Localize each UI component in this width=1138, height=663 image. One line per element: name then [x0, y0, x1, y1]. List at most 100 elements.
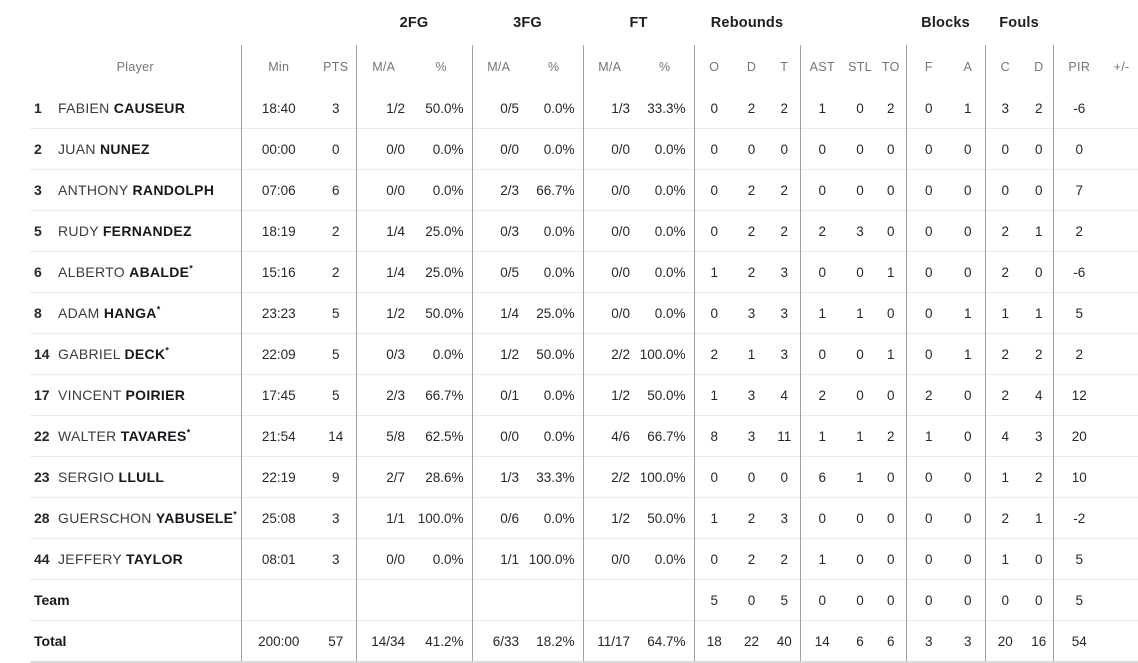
player-name[interactable]: FABIEN CAUSEUR	[56, 88, 241, 129]
stat-plus-minus	[1105, 457, 1138, 498]
stat-2fg-pct: 25.0%	[425, 264, 464, 280]
player-name[interactable]: VINCENT POIRIER	[56, 375, 241, 416]
stat-2fg-pct: 62.5%	[425, 428, 464, 444]
stat-2fg-ma	[355, 579, 411, 621]
stat-fouls-drawn: 3	[1035, 428, 1043, 444]
stat-fouls-committed: 4	[984, 415, 1026, 457]
stat-3fg-ma: 1/1	[471, 538, 525, 580]
stat-ft-ma: 0/0	[582, 128, 636, 170]
stat-reb-o: 2	[693, 333, 734, 375]
stat-stl: 0	[856, 264, 864, 280]
stat-ast: 0	[799, 333, 845, 375]
stat-3fg-ma: 0/6	[471, 497, 525, 539]
stat-reb-d: 0	[747, 141, 756, 157]
stat-2fg-ma: 1/1	[355, 497, 411, 539]
stat-2fg-ma: 14/34	[355, 620, 411, 662]
stat-stl: 1	[856, 305, 864, 321]
stat-pts: 2	[331, 264, 340, 280]
stat-reb-t: 3	[780, 264, 789, 280]
jersey-number: 1	[34, 100, 42, 116]
stat-pts: 5	[331, 346, 340, 362]
stat-stl: 0	[856, 592, 864, 608]
player-name[interactable]: SERGIO LLULL	[56, 457, 241, 498]
player-name[interactable]: GABRIEL DECK*	[56, 334, 241, 375]
player-name[interactable]: ANTHONY RANDOLPH	[56, 170, 241, 211]
stat-ft-pct: 0.0%	[654, 264, 686, 280]
player-name[interactable]: ALBERTO ABALDE*	[56, 252, 241, 293]
player-rows: 1 FABIEN CAUSEUR 18:40 3 1/2 50.0% 0/5 0.0% 1/3 3…	[30, 88, 1138, 662]
stat-min	[240, 579, 316, 621]
stat-fouls-committed: 2	[984, 251, 1026, 293]
column-header-player: Player	[116, 59, 154, 74]
stat-blocks-against: 0	[964, 223, 972, 239]
player-first-name: FABIEN	[58, 100, 110, 116]
player-name[interactable]: ADAM HANGA*	[56, 293, 241, 334]
column-header-plus-minus: +/-	[1113, 59, 1130, 74]
stat-2fg-ma: 1/2	[355, 292, 411, 334]
stat-ast: 1	[799, 538, 845, 580]
stat-reb-t: 11	[777, 428, 792, 444]
stat-3fg-ma	[471, 579, 525, 621]
player-name[interactable]: GUERSCHON YABUSELE*	[56, 498, 241, 539]
group-header-spacer	[1053, 0, 1138, 45]
column-header-blocks-against: A	[963, 59, 973, 74]
stat-pts: 2	[331, 223, 340, 239]
stat-reb-d: 2	[747, 223, 756, 239]
stat-blocks-against: 0	[964, 510, 972, 526]
column-header-reb-d: D	[746, 59, 757, 74]
stat-3fg-pct: 0.0%	[543, 387, 575, 403]
stat-pir: 5	[1052, 292, 1106, 334]
stat-fouls-committed: 1	[984, 456, 1026, 498]
stat-min: 08:01	[240, 538, 316, 580]
player-row: 1 FABIEN CAUSEUR 18:40 3 1/2 50.0% 0/5 0.0% 1/3 3…	[30, 88, 1138, 129]
stat-reb-t: 3	[780, 346, 789, 362]
stat-ft-ma: 0/0	[582, 210, 636, 252]
column-header-stl: STL	[848, 59, 872, 74]
stat-fouls-committed: 1	[984, 292, 1026, 334]
stat-reb-t: 3	[780, 510, 789, 526]
column-header-ast: AST	[799, 45, 845, 88]
stat-2fg-ma: 0/0	[355, 538, 411, 580]
player-name[interactable]: WALTER TAVARES*	[56, 416, 241, 457]
stat-stl: 6	[856, 633, 864, 649]
stat-ast: 1	[799, 292, 845, 334]
stat-reb-o: 0	[693, 292, 734, 334]
stat-3fg-ma: 0/0	[471, 415, 525, 457]
stat-reb-d: 2	[747, 100, 756, 116]
stat-fouls-committed: 0	[984, 169, 1026, 211]
stat-2fg-pct: 0.0%	[432, 551, 464, 567]
jersey-number: 22	[34, 428, 50, 444]
stat-3fg-pct: 0.0%	[543, 223, 575, 239]
player-row: 5 RUDY FERNANDEZ 18:19 2 1/4 25.0% 0/3 0.0% 0/0 0…	[30, 210, 1138, 252]
player-name[interactable]: RUDY FERNANDEZ	[56, 211, 241, 252]
stat-blocks-favour: 0	[905, 88, 952, 129]
stat-fouls-committed: 20	[984, 620, 1026, 662]
stat-2fg-ma: 0/3	[355, 333, 411, 375]
player-first-name: GABRIEL	[58, 346, 121, 362]
stat-blocks-against: 1	[964, 346, 972, 362]
player-row: 17 VINCENT POIRIER 17:45 5 2/3 66.7% 0/1 0.0% 1/…	[30, 374, 1138, 416]
stat-to: 0	[887, 510, 895, 526]
stat-blocks-favour: 0	[905, 579, 952, 621]
stat-blocks-against: 0	[964, 387, 972, 403]
stat-pir: 2	[1052, 210, 1106, 252]
stat-3fg-ma: 1/4	[471, 292, 525, 334]
player-last-name: DECK	[124, 346, 166, 362]
column-header-2fg-ma: M/A	[355, 45, 411, 88]
stat-to: 0	[887, 469, 895, 485]
stat-to: 1	[887, 346, 895, 362]
player-name[interactable]: JEFFERY TAYLOR	[56, 539, 241, 580]
player-row: 8 ADAM HANGA* 23:23 5 1/2 50.0% 1/4 25.0% 0/0 0.0…	[30, 292, 1138, 334]
stat-2fg-pct: 41.2%	[425, 633, 464, 649]
stat-plus-minus	[1105, 580, 1138, 621]
stat-min: 22:09	[240, 333, 316, 375]
column-header-to: TO	[881, 59, 900, 74]
player-name[interactable]: JUAN NUNEZ	[56, 129, 241, 170]
group-header-spacer	[800, 0, 906, 45]
stat-min: 25:08	[240, 497, 316, 539]
stat-3fg-ma: 0/5	[471, 88, 525, 129]
stat-blocks-against: 0	[964, 551, 972, 567]
player-first-name: WALTER	[58, 428, 117, 444]
group-header-spacer	[241, 0, 356, 45]
player-row: 23 SERGIO LLULL 22:19 9 2/7 28.6% 1/3 33.3% 2/2 1…	[30, 456, 1138, 498]
